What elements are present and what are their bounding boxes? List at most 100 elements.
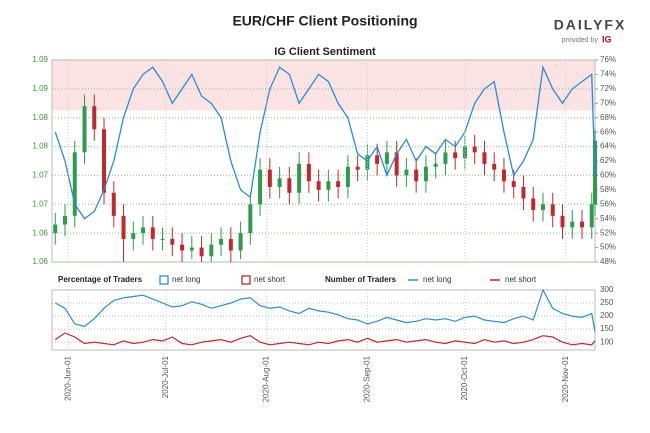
candle-body	[501, 169, 506, 182]
candle-body	[150, 227, 155, 239]
candle-body	[560, 215, 565, 228]
candle-body	[540, 204, 545, 211]
y2-tick-label: 74%	[600, 70, 616, 79]
candle-body	[306, 163, 311, 182]
legend-label: net long	[423, 275, 451, 284]
y-tick-label: 1.08	[32, 113, 48, 122]
candle-body	[111, 192, 116, 216]
sentiment-line	[54, 64, 596, 220]
y-tick-label: 1.09	[32, 55, 48, 64]
x-tick-label: 2020-Jul-01	[161, 355, 170, 398]
candle-body	[267, 169, 272, 187]
candle-body	[462, 146, 467, 159]
y2-tick-label: 58%	[600, 185, 616, 194]
candle-body	[258, 169, 263, 205]
legend-label: net short	[505, 275, 537, 284]
y2-tick-label: 56%	[600, 199, 616, 208]
candle-body	[453, 152, 458, 159]
y-tick-label: 100	[600, 337, 614, 346]
y2-tick-label: 76%	[600, 55, 616, 64]
candle-body	[228, 238, 233, 251]
candle-body	[521, 186, 526, 199]
candle-body	[511, 181, 516, 187]
y-tick-label: 300	[600, 285, 614, 294]
x-tick-label: 2020-Aug-01	[262, 355, 271, 402]
y2-tick-label: 72%	[600, 84, 616, 93]
candle-body	[443, 152, 448, 164]
candle-body	[384, 152, 389, 164]
candle-body	[345, 166, 350, 187]
candle-body	[570, 221, 575, 228]
y2-tick-label: 54%	[600, 214, 616, 223]
y-tick-label: 1.09	[32, 84, 48, 93]
count-line	[55, 288, 596, 332]
candle-body	[277, 178, 282, 187]
legend-swatch	[241, 275, 251, 285]
candle-body	[209, 244, 214, 257]
y2-tick-label: 48%	[600, 257, 616, 266]
candle-body	[170, 238, 175, 245]
y2-tick-label: 62%	[600, 156, 616, 165]
y-tick-label: 1.07	[32, 199, 48, 208]
y2-tick-label: 70%	[600, 98, 616, 107]
candle-body	[472, 146, 477, 153]
candle-body	[189, 247, 194, 251]
legend-swatch	[159, 275, 169, 285]
candle-body	[248, 204, 253, 234]
x-tick-label: 2020-Nov-01	[561, 355, 570, 402]
y2-tick-label: 64%	[600, 142, 616, 151]
legend-label: net short	[254, 275, 286, 284]
legend-title: Percentage of Traders	[58, 275, 143, 284]
candle-body	[433, 163, 438, 167]
candle-body	[355, 166, 360, 170]
candle-body	[492, 163, 497, 170]
candle-body	[141, 227, 146, 234]
candle-body	[326, 181, 331, 190]
plot-area-lower	[51, 289, 596, 351]
candle-body	[589, 204, 594, 228]
provided-by: provided by	[562, 37, 599, 44]
candle-body	[53, 224, 58, 234]
candle-body	[72, 152, 77, 216]
y2-tick-label: 52%	[600, 228, 616, 237]
candle-body	[219, 238, 224, 245]
candle-body	[238, 233, 243, 251]
candle-body	[316, 181, 321, 190]
candle-body	[550, 204, 555, 216]
candle-body	[82, 106, 87, 153]
y-tick-label: 200	[600, 311, 614, 320]
candle-body	[297, 163, 302, 193]
y2-tick-label: 50%	[600, 243, 616, 252]
candle-body	[336, 181, 341, 187]
sentiment-band	[52, 60, 595, 111]
chart-title: EUR/CHF Client Positioning	[232, 13, 417, 29]
x-tick-label: 2020-Oct-01	[460, 355, 469, 400]
candle-body	[63, 215, 68, 225]
candle-body	[579, 221, 584, 228]
y2-tick-label: 68%	[600, 113, 616, 122]
candle-body	[102, 129, 107, 193]
x-tick-label: 2020-Sep-01	[363, 355, 372, 402]
y2-tick-label: 60%	[600, 171, 616, 180]
y2-tick-label: 66%	[600, 127, 616, 136]
candle-body	[92, 106, 97, 130]
legend-title: Number of Traders	[325, 275, 397, 284]
candle-body	[199, 247, 204, 257]
count-line	[54, 332, 596, 346]
chart-subtitle: IG Client Sentiment	[274, 46, 376, 58]
candle-body	[131, 233, 136, 239]
brand: IG	[602, 34, 612, 44]
y-tick-label: 250	[600, 298, 614, 307]
candle-body	[414, 169, 419, 182]
candle-body	[531, 198, 536, 211]
candle-body	[121, 215, 126, 239]
candle-body	[404, 169, 409, 176]
x-tick-label: 2020-Jun-01	[63, 355, 72, 400]
y-tick-label: 1.06	[32, 228, 48, 237]
y-tick-label: 1.06	[32, 257, 48, 266]
candle-body	[180, 244, 185, 251]
candle-body	[287, 178, 292, 193]
candle-body	[160, 238, 165, 240]
candle-body	[423, 166, 428, 182]
